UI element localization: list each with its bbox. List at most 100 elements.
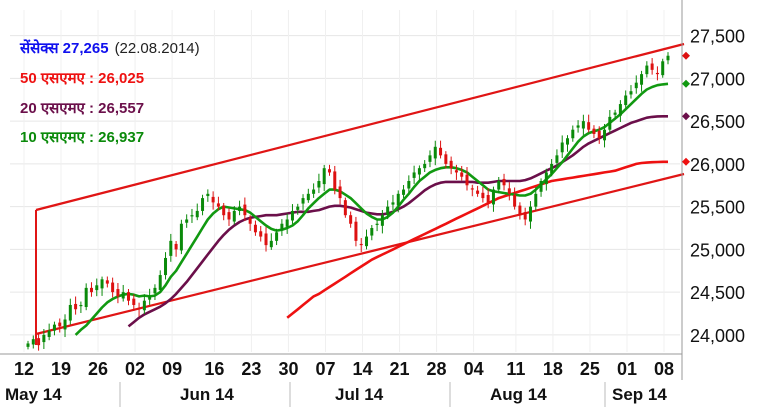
candle-body bbox=[645, 65, 649, 75]
x-tick-label: 07 bbox=[315, 359, 335, 379]
candlesticks bbox=[26, 52, 670, 351]
x-tick-label: 14 bbox=[352, 359, 372, 379]
candle-body bbox=[74, 303, 78, 310]
candle-body bbox=[555, 155, 559, 163]
candle-body bbox=[269, 240, 273, 248]
candle-body bbox=[317, 181, 321, 188]
candle-body bbox=[142, 300, 146, 311]
candle-body bbox=[264, 233, 268, 246]
candle-body bbox=[449, 160, 453, 169]
x-tick-label: 28 bbox=[427, 359, 447, 379]
candle-body bbox=[111, 282, 115, 293]
candle-body bbox=[201, 198, 205, 211]
candle-body bbox=[327, 169, 331, 173]
candle-body bbox=[63, 319, 67, 330]
candle-body bbox=[68, 304, 72, 321]
candle-body bbox=[571, 129, 575, 139]
candle-body bbox=[195, 210, 199, 218]
legend-sensex: सेंसेक्स 27,265 (22.08.2014) bbox=[20, 38, 200, 58]
candle-body bbox=[343, 200, 347, 216]
candle-body bbox=[444, 154, 448, 164]
candle-body bbox=[243, 204, 247, 216]
candle-body bbox=[465, 174, 469, 186]
candle-body bbox=[587, 122, 591, 130]
candle-body bbox=[26, 343, 30, 347]
candle-body bbox=[333, 171, 337, 190]
candle-body bbox=[428, 155, 432, 162]
candle-body bbox=[100, 279, 104, 289]
candle-body bbox=[513, 194, 517, 207]
candle-body bbox=[89, 287, 93, 293]
x-tick-label: 23 bbox=[241, 359, 261, 379]
candle-body bbox=[121, 292, 125, 299]
y-tick-label: 26,500 bbox=[690, 112, 745, 132]
candle-body bbox=[349, 215, 353, 224]
candle-body bbox=[470, 188, 474, 190]
x-month-label: Aug 14 bbox=[490, 385, 547, 404]
candle-body bbox=[84, 287, 88, 308]
candle-body bbox=[222, 205, 226, 216]
candle-body bbox=[158, 275, 162, 290]
candle-body bbox=[164, 257, 168, 276]
candle-body bbox=[497, 181, 501, 190]
candle-body bbox=[534, 193, 538, 207]
candle-body bbox=[507, 188, 511, 194]
y-tick-label: 27,500 bbox=[690, 27, 745, 47]
sma50-line bbox=[286, 160, 668, 319]
candle-body bbox=[603, 129, 607, 141]
candle-body bbox=[95, 285, 99, 291]
candle-body bbox=[539, 181, 543, 192]
candle-body bbox=[52, 324, 56, 331]
x-tick-label: 30 bbox=[278, 359, 298, 379]
candle-body bbox=[253, 224, 257, 233]
candle-body bbox=[523, 212, 527, 220]
x-axis: 12 19 26 02 09 16 23 30 07 14 21 28 04 11 18 25 01 08 May … bbox=[0, 353, 682, 407]
candle-body bbox=[280, 223, 284, 231]
y-tick-label: 25,000 bbox=[690, 240, 745, 260]
candle-body bbox=[566, 138, 570, 145]
marker-sma10 bbox=[682, 79, 690, 88]
candle-body bbox=[206, 193, 210, 197]
candle-body bbox=[581, 121, 585, 129]
candle-body bbox=[248, 218, 252, 224]
candle-body bbox=[629, 91, 633, 95]
x-tick-label: 04 bbox=[464, 359, 484, 379]
y-tick-label: 24,000 bbox=[690, 326, 745, 346]
candle-body bbox=[576, 125, 580, 128]
y-axis: 24,000 24,500 25,000 25,500 26,000 26,500 27,0… bbox=[681, 0, 745, 380]
candle-body bbox=[47, 330, 51, 337]
candle-body bbox=[190, 215, 194, 217]
candle-body bbox=[407, 181, 411, 189]
x-tick-label: 16 bbox=[204, 359, 224, 379]
candle-body bbox=[396, 193, 400, 206]
candle-body bbox=[454, 170, 458, 173]
legend-sma20: 20 एसएमए : 26,557 bbox=[20, 100, 145, 117]
candle-body bbox=[634, 82, 638, 89]
candle-body bbox=[306, 193, 310, 201]
candle-body bbox=[423, 163, 427, 169]
candle-body bbox=[105, 280, 109, 284]
candle-body bbox=[290, 210, 294, 221]
candle-body bbox=[58, 322, 62, 327]
candle-body bbox=[285, 219, 289, 227]
candle-body bbox=[232, 210, 236, 222]
candle-body bbox=[661, 61, 665, 76]
marker-sensex bbox=[682, 51, 690, 60]
candle-body bbox=[126, 292, 130, 301]
marker-sma50 bbox=[682, 157, 690, 166]
candle-body bbox=[275, 232, 279, 241]
y-tick-label: 25,500 bbox=[690, 198, 745, 218]
candle-body bbox=[132, 298, 136, 305]
marker-sma20 bbox=[682, 112, 690, 121]
x-tick-label: 18 bbox=[543, 359, 563, 379]
candle-body bbox=[322, 168, 326, 185]
candle-body bbox=[386, 206, 390, 216]
candle-body bbox=[216, 203, 220, 207]
y-tick-label: 27,000 bbox=[690, 69, 745, 89]
candle-body bbox=[618, 104, 622, 116]
candle-body bbox=[359, 243, 363, 246]
candle-body bbox=[116, 289, 120, 297]
candle-body bbox=[227, 212, 231, 220]
candle-body bbox=[439, 147, 443, 156]
